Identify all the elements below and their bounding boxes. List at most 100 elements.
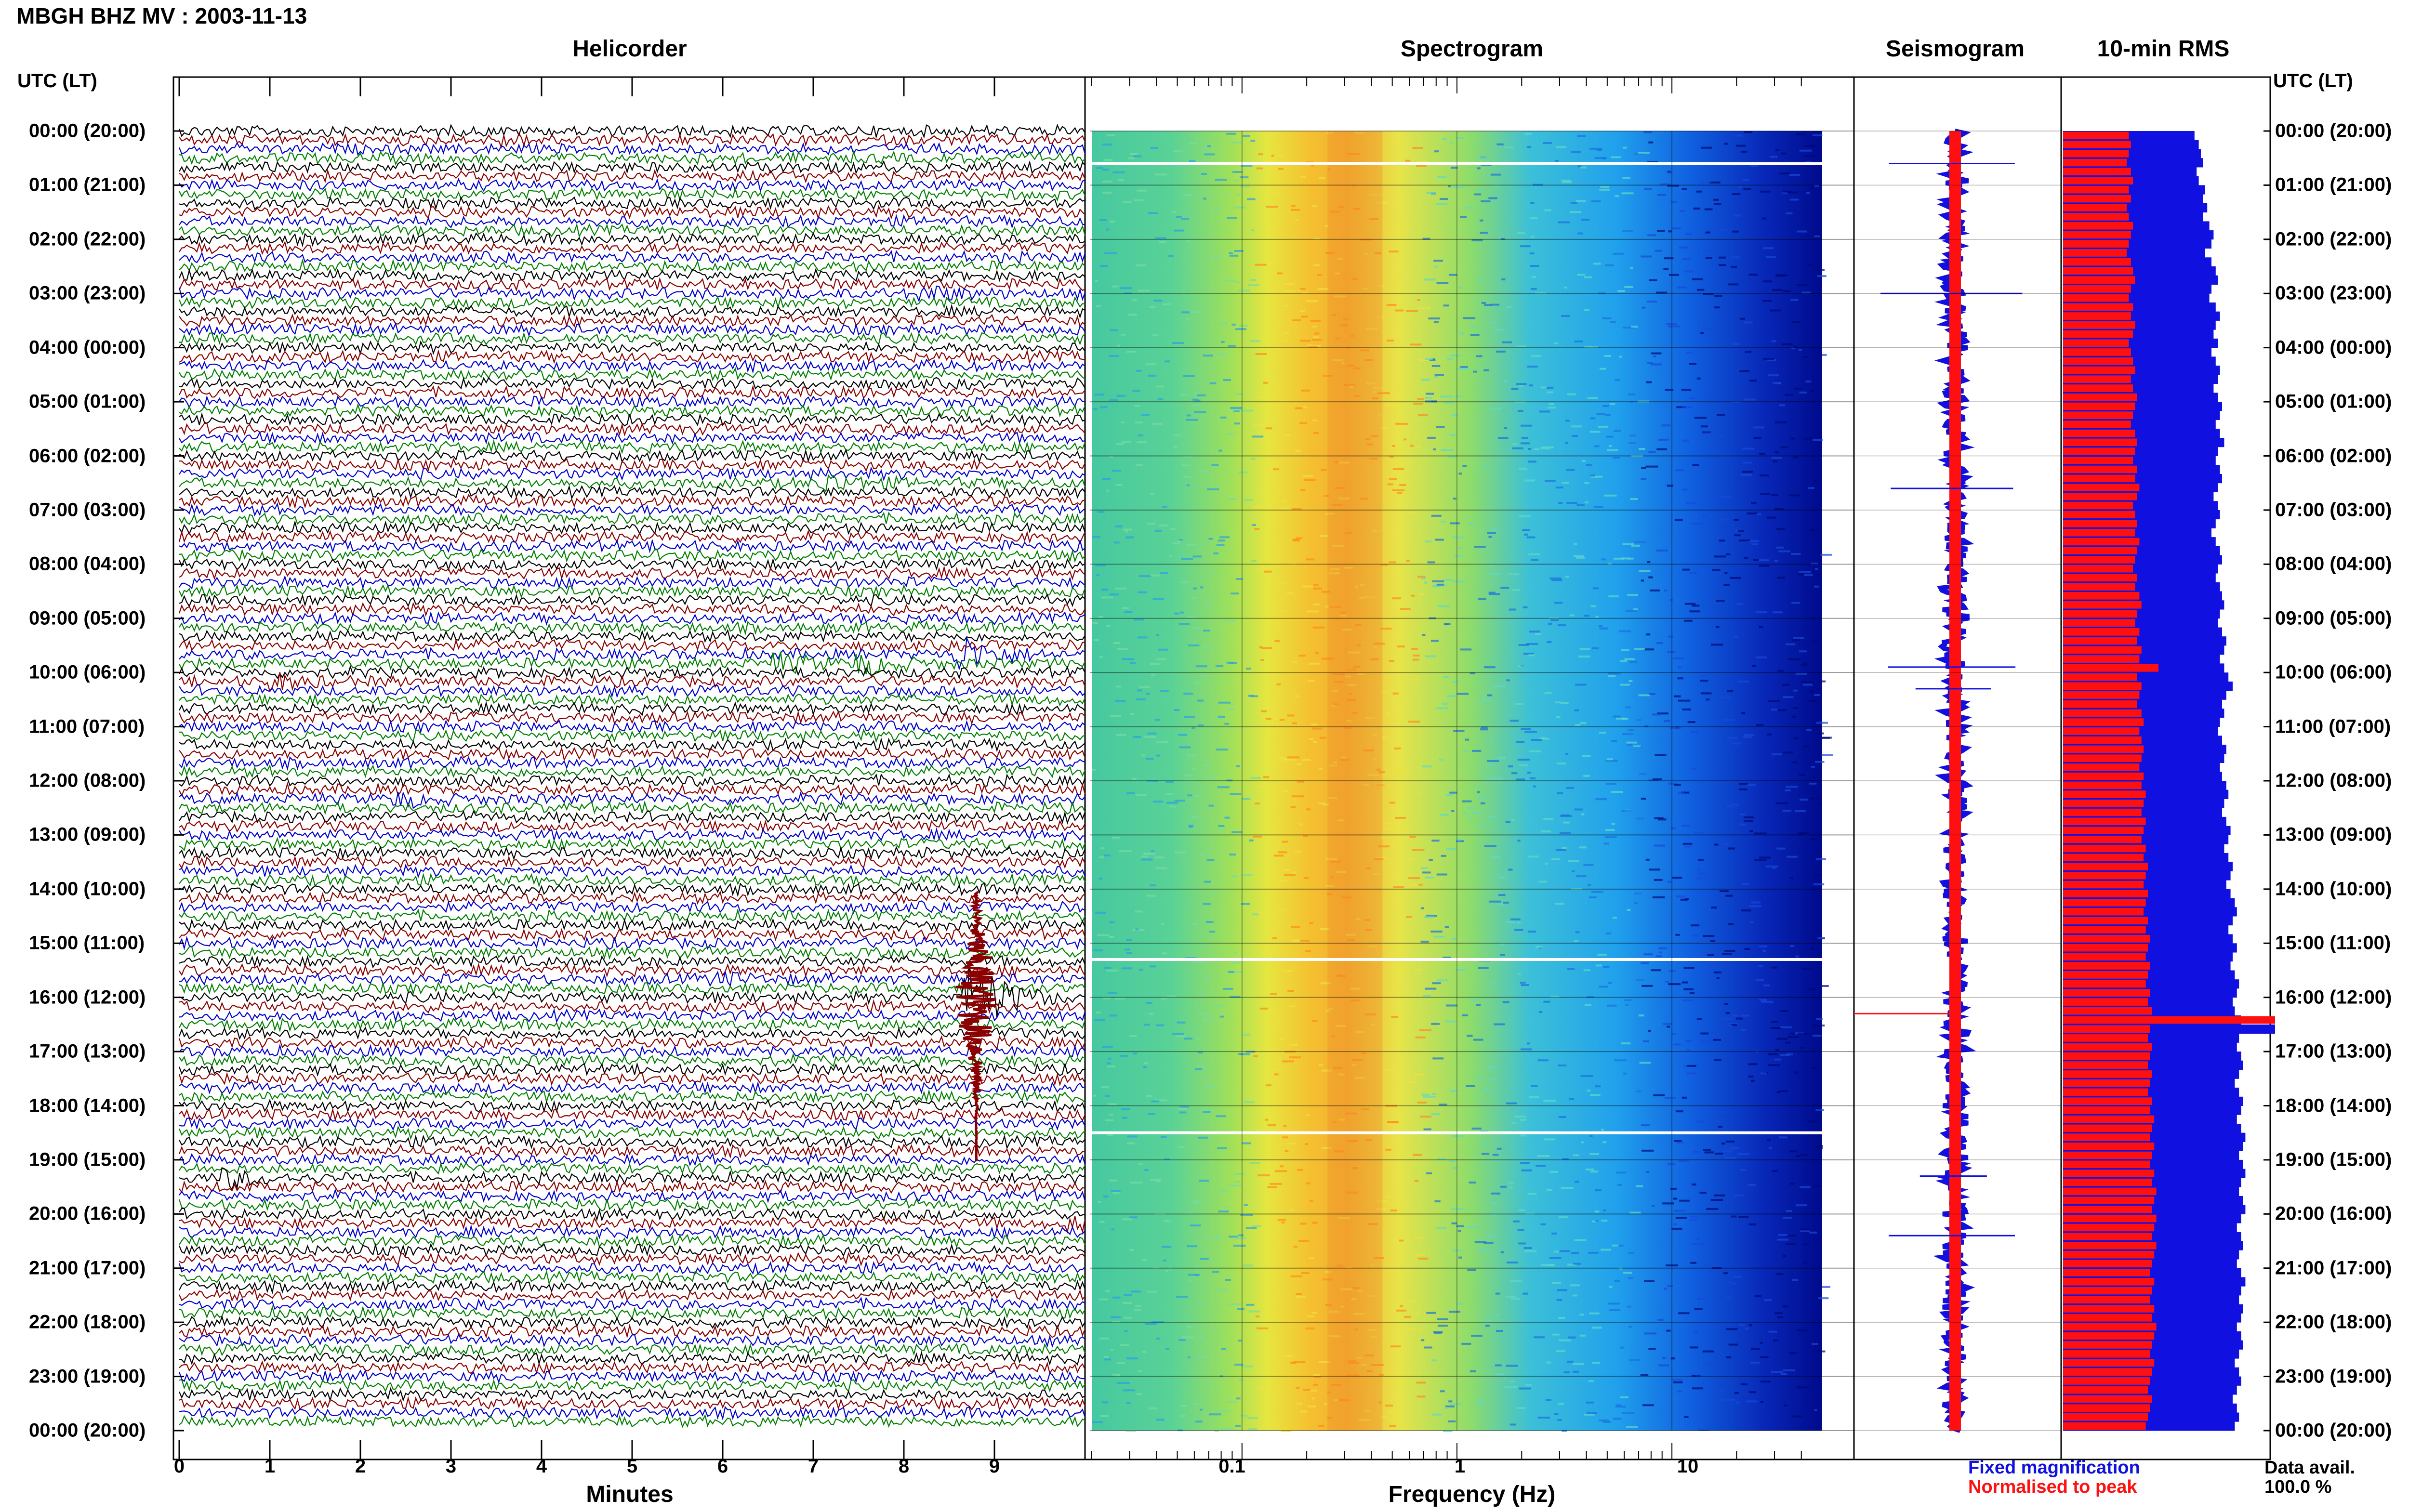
spectrogram-speckle bbox=[1748, 274, 1758, 276]
spectrogram-speckle bbox=[1484, 845, 1496, 847]
spectrogram-speckle bbox=[1514, 929, 1523, 931]
helicorder-trace bbox=[179, 474, 1086, 493]
rms-normalised-bar bbox=[2063, 501, 2133, 510]
spectrogram-speckle bbox=[1409, 1182, 1413, 1184]
spectrogram-speckle bbox=[1267, 230, 1277, 232]
spectrogram-speckle bbox=[1786, 1243, 1796, 1245]
spectrogram-speckle bbox=[1626, 741, 1637, 744]
spectrogram-speckle bbox=[1682, 406, 1693, 408]
spectrogram-speckle bbox=[1619, 355, 1622, 358]
spectrogram-speckle bbox=[1680, 210, 1685, 212]
spectrogram-speckle bbox=[1130, 1182, 1143, 1184]
spectrogram-speckle bbox=[1107, 1065, 1115, 1068]
spectrogram-speckle bbox=[1099, 1337, 1110, 1340]
spectrogram-speckle bbox=[1309, 344, 1321, 347]
spectrogram-speckle bbox=[1500, 954, 1505, 956]
spectrogram-speckle bbox=[1677, 1390, 1682, 1393]
spectrogram-speckle bbox=[1453, 580, 1466, 583]
spectrogram-speckle bbox=[1742, 736, 1752, 738]
spectrogram-speckle bbox=[1693, 1330, 1698, 1333]
spectrogram-speckle bbox=[1789, 198, 1799, 201]
rms-normalised-bar bbox=[2063, 1052, 2150, 1060]
spectrogram-speckle bbox=[1744, 321, 1753, 324]
spectrogram-speckle bbox=[1470, 334, 1480, 336]
rms-normalised-bar bbox=[2063, 1341, 2152, 1349]
spectrogram-speckle bbox=[1799, 391, 1807, 394]
spectrogram-speckle bbox=[1333, 1399, 1338, 1402]
rms-normalised-bar bbox=[2063, 745, 2144, 753]
spectrogram-speckle bbox=[1571, 151, 1581, 153]
helicorder-trace bbox=[179, 1188, 1086, 1203]
spectrogram-speckle bbox=[1711, 907, 1717, 909]
spectrogram-speckle bbox=[1733, 1282, 1737, 1285]
spectrogram-speckle bbox=[1092, 1421, 1103, 1423]
spectrogram-speckle bbox=[1777, 670, 1784, 672]
spectrogram-speckle bbox=[1616, 1171, 1627, 1174]
spectrogram-speckle bbox=[1122, 528, 1132, 531]
helicorder-trace bbox=[178, 276, 1085, 292]
spectrogram-speckle bbox=[1755, 1295, 1761, 1298]
spectrogram-speckle bbox=[1622, 327, 1635, 329]
spectrogram-speckle bbox=[1100, 847, 1105, 850]
spectrogram-speckle bbox=[1138, 289, 1150, 292]
spectrogram-speckle bbox=[1274, 640, 1280, 642]
helicorder-trace bbox=[179, 1080, 1085, 1095]
spectrogram-speckle bbox=[1321, 1069, 1332, 1072]
spectrogram-speckle bbox=[1717, 545, 1723, 548]
spectrogram-speckle bbox=[1511, 772, 1518, 775]
spectrogram-speckle bbox=[1385, 1104, 1397, 1107]
spectrogram-speckle bbox=[1577, 165, 1582, 168]
spectrogram-speckle bbox=[1148, 1113, 1155, 1115]
spectrogram-speckle bbox=[1603, 1210, 1606, 1211]
spectrogram-speckle bbox=[1694, 1308, 1703, 1310]
spectrogram-speckle bbox=[1102, 169, 1109, 171]
spectrogram-speckle bbox=[1406, 310, 1418, 312]
spectrogram-speckle bbox=[1492, 1154, 1499, 1156]
spectrogram-speckle bbox=[1210, 363, 1214, 365]
spectrogram-speckle bbox=[1517, 921, 1521, 924]
spectrogram-speckle bbox=[1200, 586, 1204, 589]
spectrogram-speckle bbox=[1164, 1158, 1170, 1160]
spectrogram-speckle bbox=[1172, 542, 1180, 545]
spectrogram-speckle bbox=[1391, 841, 1398, 844]
data-availability-label: Data avail. bbox=[2264, 1458, 2355, 1478]
spectrogram-speckle bbox=[1306, 1114, 1310, 1117]
spectrogram-speckle bbox=[1477, 167, 1481, 170]
helicorder-trace bbox=[179, 946, 1085, 960]
spectrogram-speckle bbox=[1700, 680, 1708, 682]
spectrogram-speckle bbox=[1514, 401, 1526, 403]
spectrogram-speckle bbox=[1538, 1011, 1543, 1013]
spectrogram-speckle bbox=[1230, 727, 1233, 729]
rms-normalised-bar bbox=[2063, 1386, 2148, 1394]
spectrogram-speckle bbox=[1125, 536, 1134, 539]
spectrogram-speckle bbox=[1756, 513, 1761, 515]
spectrogram-speckle bbox=[1561, 315, 1570, 317]
spectrogram-speckle bbox=[1633, 608, 1638, 611]
spectrogram-speckle bbox=[1668, 970, 1676, 972]
spectrogram-speckle bbox=[1664, 590, 1668, 592]
spectrogram-speckle bbox=[1755, 1051, 1759, 1052]
spectrogram-speckle bbox=[1199, 769, 1206, 772]
spectrogram-speckle bbox=[1375, 782, 1385, 785]
spectrogram-speckle bbox=[1621, 557, 1629, 560]
spectrogram-speckle bbox=[1136, 1393, 1142, 1395]
spectrogram-speckle bbox=[1702, 431, 1711, 434]
spectrogram-speckle bbox=[1354, 394, 1360, 397]
spectrogram-speckle bbox=[1783, 751, 1793, 754]
spectrogram-speckle bbox=[1405, 1328, 1416, 1330]
spectrogram-speckle bbox=[1682, 842, 1693, 845]
spectrogram-speckle bbox=[1149, 306, 1155, 308]
spectrogram-speckle bbox=[1634, 541, 1647, 543]
spectrogram-speckle bbox=[1796, 1386, 1809, 1389]
spectrogram-speckle bbox=[1387, 339, 1394, 342]
spectrogram-speckle bbox=[1531, 1085, 1538, 1087]
frequency-tick: 10 bbox=[1677, 1456, 1699, 1477]
spectrogram-speckle bbox=[1109, 1014, 1118, 1017]
spectrogram-speckle bbox=[1204, 1236, 1208, 1238]
spectrogram-speckle bbox=[1689, 610, 1700, 613]
spectrogram-speckle bbox=[1242, 1142, 1251, 1144]
rms-normalised-bar bbox=[2063, 249, 2127, 257]
spectrogram-speckle bbox=[1592, 647, 1599, 649]
spectrogram-speckle bbox=[1488, 536, 1492, 538]
spectrogram-speckle bbox=[1711, 1267, 1722, 1269]
